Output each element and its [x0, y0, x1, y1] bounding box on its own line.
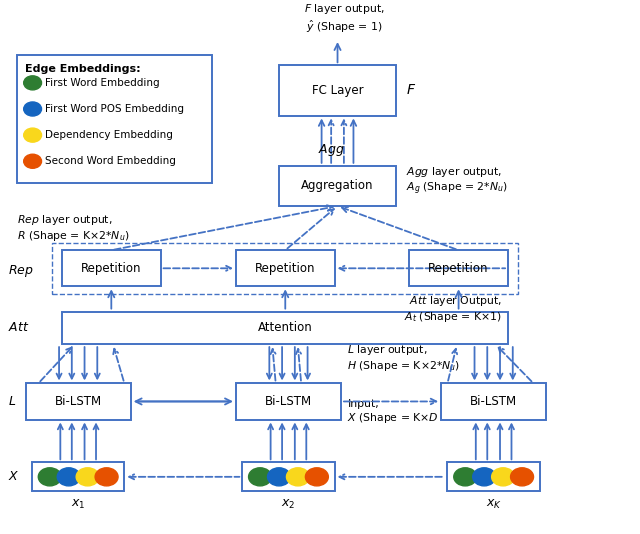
- Text: $x_K$: $x_K$: [486, 497, 502, 511]
- FancyBboxPatch shape: [236, 383, 341, 420]
- Text: $\mathbf{\mathit{F}}$: $\mathbf{\mathit{F}}$: [406, 83, 416, 97]
- Text: $\mathit{L}$ layer output,
$\mathit{H}$ (Shape = K×2*$N_u$): $\mathit{L}$ layer output, $\mathit{H}$ …: [348, 343, 461, 373]
- Text: Attention: Attention: [257, 321, 312, 334]
- Text: First Word Embedding: First Word Embedding: [45, 78, 160, 88]
- Circle shape: [268, 468, 291, 486]
- Circle shape: [95, 468, 118, 486]
- Text: Input,
$\mathit{X}$ (Shape = K×$D$: Input, $\mathit{X}$ (Shape = K×$D$: [348, 398, 439, 425]
- Text: $\mathbf{\mathit{Agg}}$: $\mathbf{\mathit{Agg}}$: [318, 142, 344, 158]
- Circle shape: [511, 468, 534, 486]
- Text: $\mathbf{\mathit{Rep}}$: $\mathbf{\mathit{Rep}}$: [8, 263, 33, 279]
- FancyBboxPatch shape: [62, 250, 161, 286]
- Text: Aggregation: Aggregation: [301, 179, 374, 192]
- Text: $\mathit{Agg}$ layer output,
$A_g$ (Shape = 2*$N_u$): $\mathit{Agg}$ layer output, $A_g$ (Shap…: [406, 164, 508, 197]
- Text: Repetition: Repetition: [81, 262, 141, 275]
- Circle shape: [38, 468, 61, 486]
- Text: Repetition: Repetition: [255, 262, 316, 275]
- Text: Dependency Embedding: Dependency Embedding: [45, 130, 173, 140]
- FancyBboxPatch shape: [278, 166, 396, 206]
- Text: $\mathbf{\mathit{L}}$: $\mathbf{\mathit{L}}$: [8, 395, 16, 408]
- Circle shape: [76, 468, 99, 486]
- FancyBboxPatch shape: [278, 65, 396, 115]
- Circle shape: [492, 468, 515, 486]
- Circle shape: [287, 468, 309, 486]
- FancyBboxPatch shape: [32, 462, 124, 491]
- Circle shape: [24, 102, 42, 116]
- Text: $\mathit{Att}$ layer Output,
$A_t$ (Shape = K×1): $\mathit{Att}$ layer Output, $A_t$ (Shap…: [404, 294, 502, 324]
- Circle shape: [248, 468, 271, 486]
- FancyBboxPatch shape: [243, 462, 335, 491]
- Circle shape: [473, 468, 495, 486]
- Text: $\mathbf{\mathit{X}}$: $\mathbf{\mathit{X}}$: [8, 470, 19, 483]
- Text: First Word POS Embedding: First Word POS Embedding: [45, 104, 184, 114]
- Circle shape: [24, 128, 42, 142]
- Circle shape: [24, 76, 42, 90]
- FancyBboxPatch shape: [236, 250, 335, 286]
- FancyBboxPatch shape: [17, 55, 212, 183]
- FancyBboxPatch shape: [447, 462, 540, 491]
- Circle shape: [305, 468, 328, 486]
- FancyBboxPatch shape: [62, 311, 508, 344]
- Text: Repetition: Repetition: [428, 262, 489, 275]
- FancyBboxPatch shape: [441, 383, 546, 420]
- FancyBboxPatch shape: [26, 383, 131, 420]
- Text: Edge Embeddings:: Edge Embeddings:: [25, 64, 141, 74]
- Text: Bi-LSTM: Bi-LSTM: [265, 395, 312, 408]
- Circle shape: [57, 468, 80, 486]
- Text: $\mathbf{\mathit{Att}}$: $\mathbf{\mathit{Att}}$: [8, 321, 29, 334]
- Text: Bi-LSTM: Bi-LSTM: [470, 395, 517, 408]
- Text: $\mathit{F}$ layer output,
$\hat{y}$ (Shape = 1): $\mathit{F}$ layer output, $\hat{y}$ (Sh…: [303, 2, 384, 35]
- Circle shape: [24, 154, 42, 168]
- Text: Second Word Embedding: Second Word Embedding: [45, 156, 176, 166]
- Text: $x_1$: $x_1$: [71, 497, 85, 511]
- Text: $x_2$: $x_2$: [282, 497, 296, 511]
- Text: $\mathit{Rep}$ layer output,
$\mathit{R}$ (Shape = K×2*$N_u$): $\mathit{Rep}$ layer output, $\mathit{R}…: [17, 213, 130, 242]
- Text: FC Layer: FC Layer: [312, 84, 364, 97]
- FancyBboxPatch shape: [409, 250, 508, 286]
- Circle shape: [454, 468, 477, 486]
- Text: Bi-LSTM: Bi-LSTM: [54, 395, 102, 408]
